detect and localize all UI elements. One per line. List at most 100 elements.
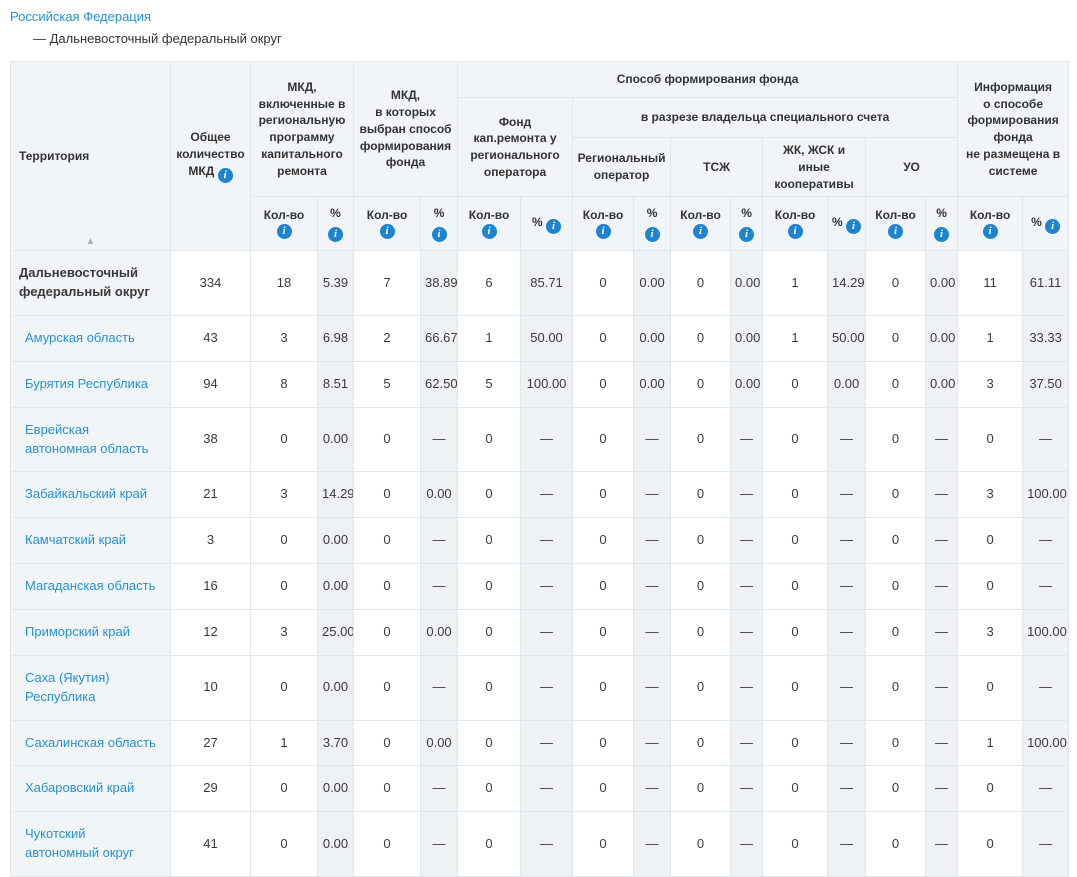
col-header-owner-jk-jsk: ЖК, ЖСК и иные кооперативы [762, 136, 867, 198]
col-header-owner-regional-operator: Региональный оператор [572, 136, 672, 198]
territory-link[interactable]: Бурятия Республика [25, 375, 149, 391]
value-cell: — [420, 406, 459, 473]
value-cell: 3 [957, 608, 1024, 656]
col-header-method-chosen: МКД, в которых выбран способ формировани… [353, 60, 459, 198]
value-cell: 0 [457, 471, 522, 519]
col-header-info-not-posted-label: Информация о способе формирования фонда … [966, 79, 1061, 178]
breadcrumb-link-russian-federation[interactable]: Российская Федерация [10, 9, 152, 24]
info-icon[interactable]: i [481, 224, 497, 240]
value-cell: 0 [457, 608, 522, 656]
info-icon[interactable]: i [693, 224, 709, 240]
value-cell: 5.39 [316, 250, 355, 317]
value-cell: 0 [572, 517, 635, 565]
value-cell: 7 [353, 250, 422, 317]
col-header-qty-fund-regional-operator: Кол-во i [457, 196, 522, 252]
col-header-territory[interactable]: Территория ▲ [10, 60, 171, 252]
info-icon[interactable]: i [595, 224, 611, 240]
territory-link[interactable]: Хабаровский край [25, 780, 135, 796]
value-cell: 94 [170, 360, 251, 408]
value-cell: 29 [170, 765, 251, 813]
territory-cell: Чукотский автономный округ [10, 811, 171, 877]
info-icon[interactable]: i [846, 218, 862, 234]
territory-cell: Сахалинская область [10, 719, 171, 767]
value-cell: 0 [670, 563, 732, 610]
col-header-territory-label: Территория [19, 148, 90, 163]
value-cell: — [730, 811, 764, 877]
value-cell: 0.00 [316, 811, 355, 877]
value-cell: 8.51 [316, 360, 355, 408]
value-cell: 0 [865, 250, 927, 317]
value-cell: 0 [865, 719, 927, 767]
info-icon[interactable]: i [787, 224, 803, 240]
value-cell: 0 [762, 719, 829, 767]
value-cell: 10 [170, 654, 251, 721]
value-cell: — [633, 563, 672, 610]
breadcrumb-current-district: — Дальневосточный федеральный округ [33, 31, 282, 46]
col-header-fund-at-regional-operator-label: Фонд кап.ремонта у регионального операто… [470, 114, 560, 179]
territory-cell: Камчатский край [10, 517, 171, 565]
table-row: Амурская область 43 3 6.98 2 66.67 1 50.00 0 0.00… [10, 315, 1070, 362]
table-row: Магаданская область 16 0 0.00 0—0—0—0—0—0—0— [10, 563, 1070, 610]
value-cell: 0 [572, 360, 635, 408]
info-icon[interactable]: i [739, 227, 755, 243]
territory-link[interactable]: Приморский край [25, 623, 130, 639]
value-cell: 0 [865, 315, 927, 362]
value-cell: 61.11 [1022, 250, 1070, 317]
value-cell: — [633, 471, 672, 519]
value-cell: — [730, 608, 764, 656]
info-icon[interactable]: i [217, 167, 233, 183]
value-cell: 1 [957, 315, 1024, 362]
value-cell: — [925, 765, 959, 813]
value-cell: 2 [353, 315, 422, 362]
col-header-pct-info-not-posted: % i [1022, 196, 1070, 252]
value-cell: 0 [353, 608, 422, 656]
value-cell: 0 [762, 406, 829, 473]
value-cell: 18 [250, 250, 318, 317]
value-cell: — [827, 406, 867, 473]
value-cell: — [520, 406, 574, 473]
col-header-included-in-program: МКД, включенные в региональную программу… [249, 60, 355, 198]
territory-link[interactable]: Забайкальский край [25, 486, 148, 502]
territory-link[interactable]: Чукотский автономный округ [25, 826, 134, 861]
info-icon[interactable]: i [888, 224, 904, 240]
value-cell: 0.00 [420, 608, 459, 656]
value-cell: 0 [762, 654, 829, 721]
value-cell: — [633, 811, 672, 877]
value-cell: 0.00 [633, 360, 672, 408]
value-cell: 0 [457, 563, 522, 610]
info-icon[interactable]: i [431, 227, 447, 243]
territory-link[interactable]: Сахалинская область [25, 734, 156, 750]
sort-ascending-icon[interactable]: ▲ [85, 236, 96, 248]
value-cell: 0 [762, 608, 829, 656]
territory-cell: Амурская область [10, 315, 171, 362]
info-icon[interactable]: i [328, 227, 343, 243]
info-icon[interactable]: i [546, 218, 562, 234]
value-cell: — [730, 471, 764, 519]
value-cell: 12 [170, 608, 251, 656]
info-icon[interactable]: i [379, 224, 395, 240]
info-icon[interactable]: i [934, 227, 950, 243]
info-icon[interactable]: i [982, 224, 998, 240]
value-cell: 0 [670, 360, 732, 408]
value-cell: 0 [457, 765, 522, 813]
value-cell: 0 [957, 654, 1024, 721]
territory-link[interactable]: Магаданская область [25, 578, 156, 594]
value-cell: 0.00 [730, 315, 764, 362]
value-cell: 14.29 [316, 471, 355, 519]
info-icon[interactable]: i [1045, 218, 1061, 234]
value-cell: 1 [762, 250, 829, 317]
value-cell: 0 [865, 563, 927, 610]
territory-link[interactable]: Амурская область [25, 330, 135, 346]
territory-link[interactable]: Саха (Якутия) Республика [25, 669, 110, 704]
info-icon[interactable]: i [276, 224, 292, 240]
value-cell: 0 [670, 719, 732, 767]
col-header-owner-tsj-label: ТСЖ [703, 159, 730, 174]
col-header-qty-owner-uo: Кол-во i [865, 196, 927, 252]
value-cell: 3 [250, 471, 318, 519]
territory-link[interactable]: Камчатский край [25, 532, 126, 548]
territory-link[interactable]: Еврейская автономная область [25, 421, 149, 456]
value-cell: — [1022, 517, 1070, 565]
info-icon[interactable]: i [644, 227, 660, 243]
value-cell: — [633, 765, 672, 813]
